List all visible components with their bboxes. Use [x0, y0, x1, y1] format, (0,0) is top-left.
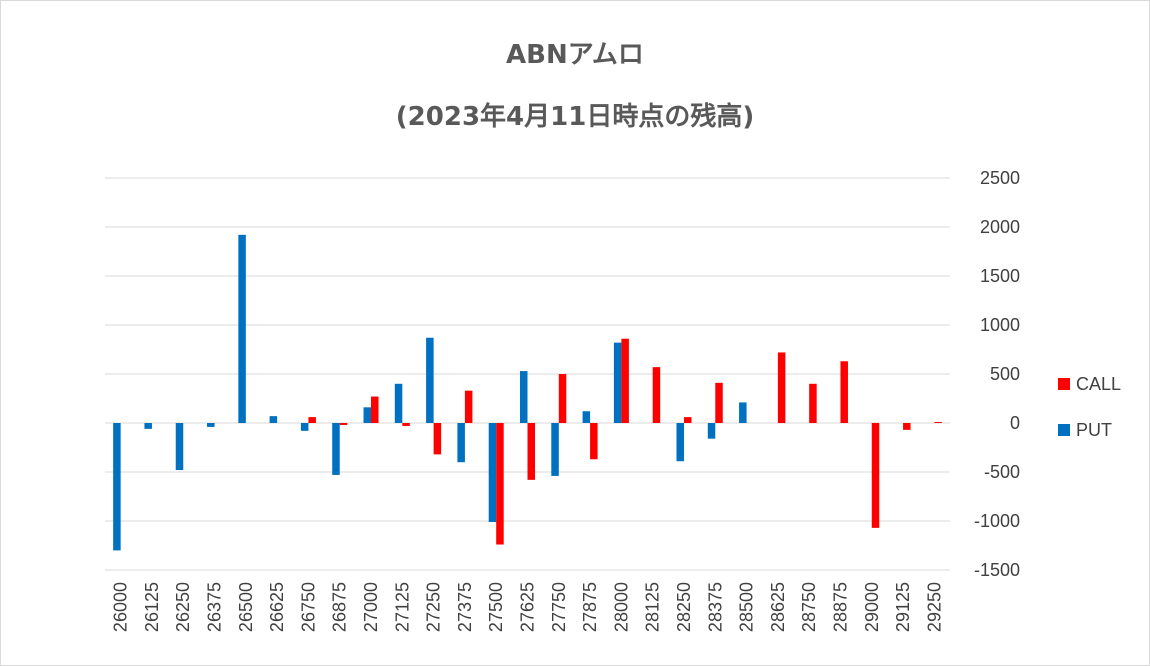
x-tick-label: 29125: [893, 582, 913, 632]
x-tick-label: 28125: [643, 582, 663, 632]
bar-call-27125: [402, 423, 410, 426]
bar-call-28250: [683, 417, 692, 423]
x-tick-label: 26500: [236, 582, 256, 632]
y-tick-label: -1000: [974, 511, 1020, 531]
bar-put-27375: [457, 423, 465, 463]
bar-call-28750: [809, 383, 817, 423]
bar-put-26875: [332, 423, 340, 475]
bar-call-28000: [621, 338, 629, 423]
bar-call-27375: [464, 390, 473, 423]
bar-put-28500: [739, 402, 747, 423]
x-tick-label: 26000: [111, 582, 131, 632]
x-tick-label: 26125: [142, 582, 162, 632]
bar-call-28875: [840, 361, 848, 423]
x-tick-label: 29000: [862, 582, 882, 632]
bar-call-28375: [715, 382, 723, 423]
legend-label-put: PUT: [1076, 420, 1112, 440]
legend-swatch-call: [1058, 378, 1070, 390]
bar-put-26500: [238, 234, 246, 423]
bar-call-28625: [777, 352, 786, 423]
bar-call-29000: [871, 423, 880, 528]
bar-put-27625: [520, 371, 528, 423]
x-tick-label: 27000: [361, 582, 381, 632]
x-tick-label: 27500: [486, 582, 506, 632]
bar-put-28000: [613, 342, 622, 423]
y-tick-label: 2500: [980, 168, 1020, 188]
y-axis-ticks: 2500 2000 1500 1000 500 0 -500 -1000 -1500: [974, 168, 1020, 580]
y-tick-label: 1500: [980, 266, 1020, 286]
bar-put-28250: [676, 423, 684, 462]
gridlines: [105, 177, 950, 571]
bar-put-27750: [551, 423, 559, 476]
x-tick-label: 28875: [830, 582, 850, 632]
x-tick-label: 27625: [518, 582, 538, 632]
legend: CALL PUT: [1058, 374, 1121, 440]
x-tick-label: 27375: [455, 582, 475, 632]
bar-call-29250: [934, 422, 942, 423]
bar-put-26750: [300, 423, 309, 431]
x-tick-label: 28500: [737, 582, 757, 632]
bar-put-26375: [207, 423, 215, 427]
y-tick-label: -500: [984, 462, 1020, 482]
x-tick-label: 26375: [205, 582, 225, 632]
y-tick-label: -1500: [974, 560, 1020, 580]
x-axis-ticks: 26000 26125 26250 26375 26500 26625 26750 26875…: [111, 582, 945, 632]
bar-call-29125: [903, 423, 911, 430]
bar-put-27500: [488, 423, 497, 522]
y-tick-label: 2000: [980, 217, 1020, 237]
legend-swatch-put: [1058, 424, 1070, 436]
bar-call-27250: [433, 423, 442, 455]
bar-put-26250: [175, 423, 184, 471]
bar-call-27625: [527, 423, 535, 480]
bar-call-28125: [652, 367, 661, 423]
legend-label-call: CALL: [1076, 374, 1121, 394]
bar-call-26750: [308, 417, 316, 423]
x-tick-label: 26875: [330, 582, 350, 632]
bar-put-28375: [707, 423, 716, 439]
x-tick-label: 28250: [674, 582, 694, 632]
y-tick-label: 500: [990, 364, 1020, 384]
bar-put-27875: [582, 411, 591, 423]
x-tick-label: 28375: [705, 582, 725, 632]
x-tick-label: 29250: [924, 582, 944, 632]
bar-put-27000: [363, 407, 372, 423]
bar-call-27000: [371, 396, 379, 423]
bar-put-26125: [144, 423, 152, 429]
x-tick-label: 27250: [424, 582, 444, 632]
bar-call-26875: [339, 423, 348, 425]
bar-put-26625: [269, 416, 278, 423]
x-tick-label: 28625: [768, 582, 788, 632]
x-tick-label: 27750: [549, 582, 569, 632]
x-tick-label: 27875: [580, 582, 600, 632]
x-tick-label: 26750: [298, 582, 318, 632]
y-tick-label: 1000: [980, 315, 1020, 335]
bar-call-27750: [558, 374, 567, 423]
bar-call-27875: [590, 423, 598, 460]
bar-call-27500: [496, 423, 504, 545]
chart-subtitle: (2023年4月11日時点の残高): [395, 102, 755, 132]
x-tick-label: 28000: [611, 582, 631, 632]
bar-put-26000: [113, 423, 121, 551]
x-tick-label: 26625: [267, 582, 287, 632]
x-tick-label: 26250: [173, 582, 193, 632]
chart-title: ABNアムロ: [506, 40, 644, 70]
bar-put-27250: [426, 337, 434, 423]
x-tick-label: 28750: [799, 582, 819, 632]
y-tick-label: 0: [1010, 413, 1020, 433]
bar-put-27125: [394, 383, 403, 423]
x-tick-label: 27125: [392, 582, 412, 632]
bars: [113, 234, 942, 551]
